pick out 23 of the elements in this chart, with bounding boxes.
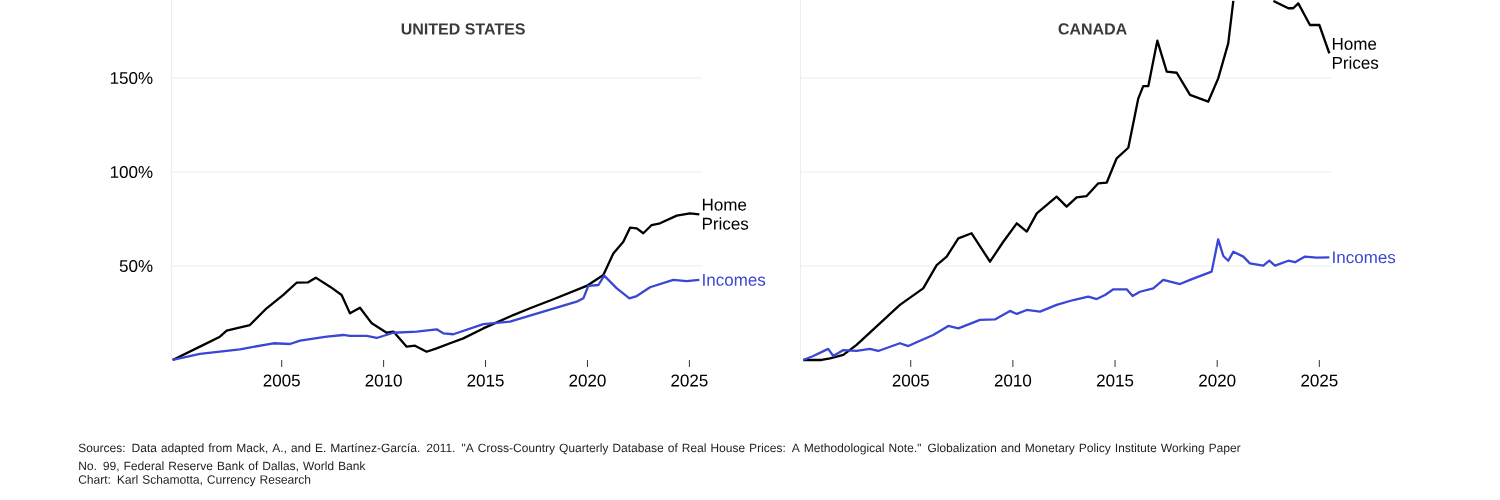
x-tick-label: 2025 [671,374,708,387]
text: Chart: Karl Schamotta, Currency Research [78,474,311,487]
text: UNITED STATES [401,23,525,35]
x-tick-label: 2010 [994,374,1032,387]
line-series [171,274,701,362]
x-tick-label: 2020 [569,374,606,387]
x-tick-label: 2015 [1096,374,1134,387]
y-tick-label: 100% [110,165,153,179]
x-tick-label: 2010 [365,374,402,387]
series-label: Incomes [703,273,766,286]
y-tick-label: 150% [110,71,153,85]
x-tick-label: 2015 [467,374,504,387]
source-note: Sources: Data adapted from Mack, A., and E. Martínez-García. 2011. "A Cross-Country Quarterly Database of Real House Prices: A Methodological Note." Globalization and Monetary Policy Institute Working Paper No. 99, Federal Reserve Bank of Dallas, World Bank [78,443,1241,472]
y-tick-label: 50% [119,259,153,273]
text: CANADA [1058,23,1127,35]
x-tick-label: 2020 [1199,374,1236,387]
series-label: Home Prices [1332,37,1379,69]
x-tick-label: 2025 [1301,374,1338,387]
series-label: Home Prices [702,198,749,230]
line-series [171,212,701,362]
x-tick-label: 2005 [263,374,300,387]
series-label: Incomes [1333,251,1396,264]
x-tick-label: 2005 [892,374,929,387]
